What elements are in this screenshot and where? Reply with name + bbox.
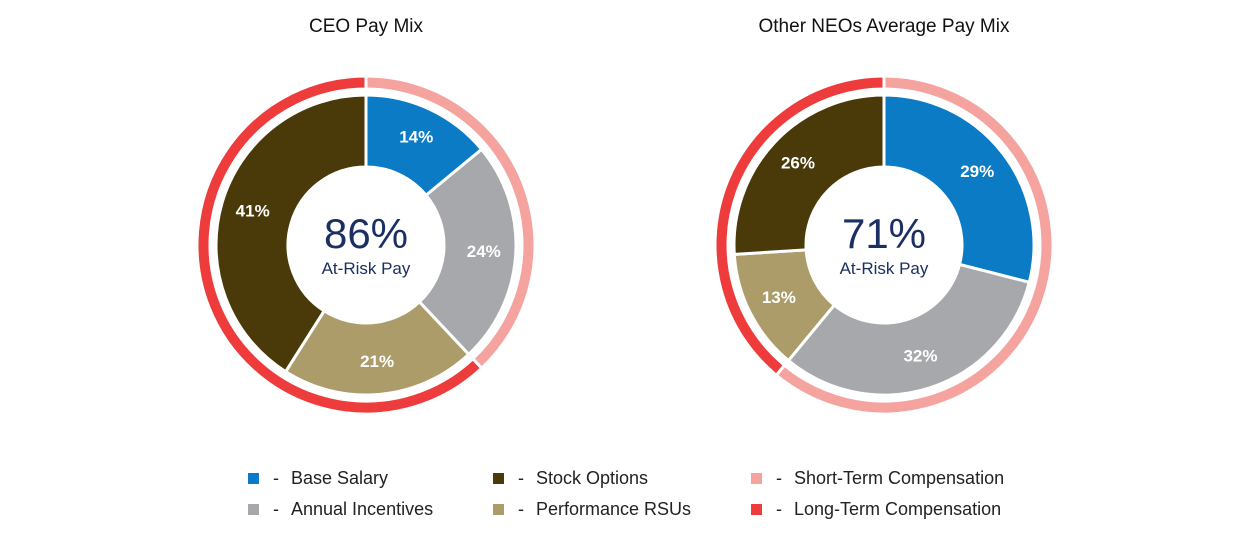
slice-label-stock-options: 41% bbox=[236, 202, 270, 221]
legend-dash: - bbox=[518, 498, 524, 519]
legend-label: Annual Incentives bbox=[291, 498, 434, 519]
legend-swatch bbox=[493, 472, 504, 484]
legend-dash: - bbox=[776, 498, 782, 519]
chart-title: CEO Pay Mix bbox=[309, 16, 424, 37]
slice-label-performance-rsus: 13% bbox=[762, 288, 796, 307]
legend: - Base Salary - Annual Incentives - Stoc… bbox=[248, 466, 1068, 526]
legend-item-base-salary: - Base Salary bbox=[248, 466, 388, 490]
slice-label-stock-options: 26% bbox=[781, 154, 815, 173]
ceo-pay-mix-chart: CEO Pay Mix 14% 24% 21% 41% 86% At-Risk Pay bbox=[195, 16, 537, 416]
legend-label: Base Salary bbox=[291, 467, 389, 488]
legend-item-annual-incentives: - Annual Incentives bbox=[248, 497, 433, 521]
legend-swatch bbox=[248, 472, 259, 484]
chart-title: Other NEOs Average Pay Mix bbox=[759, 16, 1010, 37]
legend-label: Performance RSUs bbox=[536, 498, 692, 519]
legend-swatch bbox=[248, 503, 259, 515]
outer-slice-long-term-compensation bbox=[195, 74, 484, 416]
legend-label: Long-Term Compensation bbox=[794, 498, 1002, 519]
other-neos-pay-mix-chart: Other NEOs Average Pay Mix 29%32%13%26% … bbox=[713, 16, 1055, 416]
neo-rings: 29% 32% 13% 26% bbox=[713, 74, 1055, 416]
slice-label-annual-incentives: 32% bbox=[903, 347, 937, 366]
slice-label-base-salary: 29% bbox=[960, 162, 994, 181]
slice-label-annual-incentives: 24% bbox=[467, 242, 501, 261]
legend-dash: - bbox=[273, 467, 279, 488]
legend-dash: - bbox=[518, 467, 524, 488]
slice-stock-options bbox=[214, 93, 368, 374]
legend-dash: - bbox=[273, 498, 279, 519]
center-value: 71% bbox=[842, 210, 926, 257]
slice-base-salary bbox=[882, 93, 1036, 285]
slice-label-performance-rsus: 21% bbox=[360, 352, 394, 371]
legend-swatch bbox=[751, 503, 762, 515]
center-value: 86% bbox=[324, 210, 408, 257]
legend-label: Stock Options bbox=[536, 467, 649, 488]
slice-label-base-salary: 14% bbox=[399, 128, 433, 147]
legend-label: Short-Term Compensation bbox=[794, 467, 1005, 488]
slice-stock-options bbox=[732, 93, 886, 257]
legend-item-long-term-compensation: - Long-Term Compensation bbox=[751, 497, 1001, 521]
legend-swatch bbox=[493, 503, 504, 515]
slice-annual-incentives bbox=[417, 147, 518, 357]
legend-item-performance-rsus: - Performance RSUs bbox=[493, 497, 691, 521]
slice-annual-incentives bbox=[786, 262, 1032, 397]
center-label: At-Risk Pay bbox=[840, 259, 929, 278]
center-label: At-Risk Pay bbox=[322, 259, 411, 278]
legend-item-short-term-compensation: - Short-Term Compensation bbox=[751, 466, 1004, 490]
legend-dash: - bbox=[776, 467, 782, 488]
legend-item-stock-options: - Stock Options bbox=[493, 466, 648, 490]
legend-swatch bbox=[751, 472, 762, 484]
slice-performance-rsus bbox=[283, 299, 471, 397]
outer-slice-long-term-compensation bbox=[713, 74, 886, 378]
ceo-rings: 14% 24% 21% 41% bbox=[195, 74, 537, 416]
